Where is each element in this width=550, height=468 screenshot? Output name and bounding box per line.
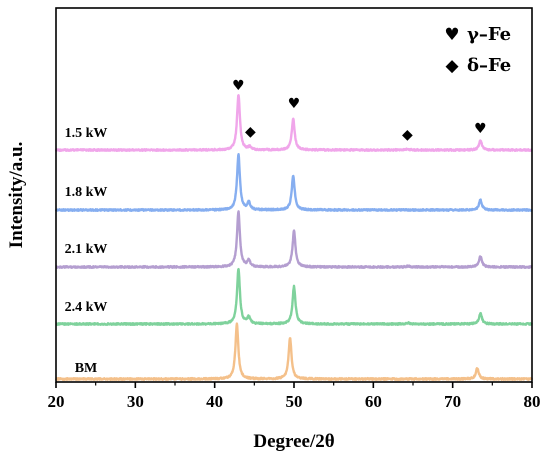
series-line-2-4-kw (55, 267, 534, 326)
legend-label-gamma-fe: γ–Fe (467, 24, 511, 45)
x-tick-label-30: 30 (127, 392, 144, 411)
y-axis-title: Intensity/a.u. (6, 142, 27, 249)
series-line-1-8-kw (54, 153, 533, 212)
legend-symbol-diamond: ◆ (445, 56, 459, 76)
ticks-layer: 20 30 40 50 60 70 80 (48, 382, 541, 411)
series-label-1-8-kw: 1.8 kW (65, 185, 108, 200)
series-label-2-4-kw: 2.4 kW (65, 300, 108, 315)
series-layer (54, 94, 534, 381)
series-label-1-5-kw: 1.5 kW (65, 126, 108, 141)
x-tick-label-40: 40 (206, 392, 223, 411)
series-label-2-1-kw: 2.1 kW (65, 242, 108, 257)
gamma-fe-heart-marker: ♥ (232, 78, 245, 94)
series-line-bm (54, 322, 534, 381)
gamma-fe-heart-marker: ♥ (474, 121, 487, 137)
peak-markers: ♥ ◆ ♥ ◆ ♥ (232, 78, 487, 143)
delta-fe-diamond-marker: ◆ (245, 124, 256, 140)
series-line-1-5-kw (54, 94, 533, 152)
x-axis-title: Degree/2θ (253, 431, 334, 452)
x-tick-label-60: 60 (365, 392, 382, 411)
plot-frame (55, 7, 533, 383)
series-labels: 1.5 kW 1.8 kW 2.1 kW 2.4 kW BM (65, 126, 108, 376)
x-tick-label-80: 80 (524, 392, 541, 411)
delta-fe-diamond-marker: ◆ (402, 127, 413, 143)
legend-label-delta-fe: δ–Fe (467, 55, 511, 76)
x-tick-label-20: 20 (48, 392, 65, 411)
x-tick-label-70: 70 (444, 392, 461, 411)
x-tick-label-50: 50 (286, 392, 303, 411)
gamma-fe-heart-marker: ♥ (288, 96, 301, 112)
series-label-bm: BM (75, 361, 98, 376)
legend-symbol-heart: ♥ (444, 25, 459, 45)
series-line-2-1-kw (55, 210, 533, 269)
legend: ♥ γ–Fe ◆ δ–Fe (444, 24, 511, 76)
